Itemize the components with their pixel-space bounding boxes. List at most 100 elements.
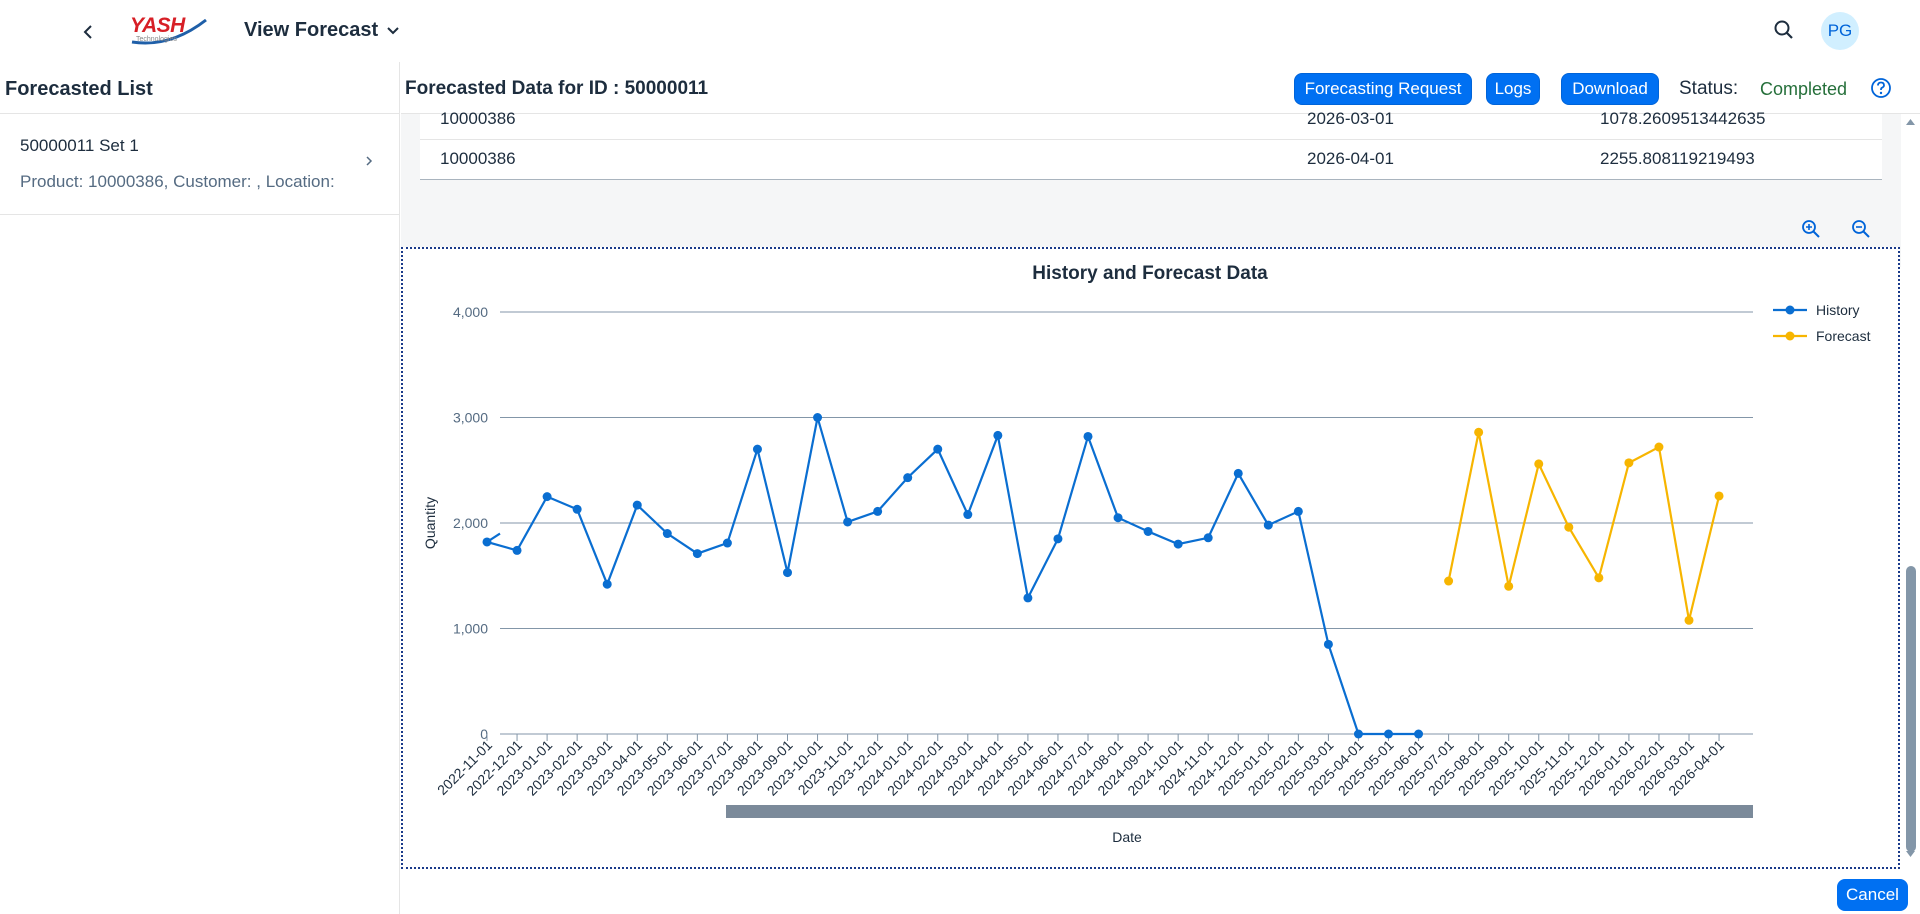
logo-wordmark: YASH bbox=[130, 14, 185, 37]
data-point bbox=[1263, 520, 1273, 530]
data-point bbox=[1023, 593, 1033, 603]
data-point bbox=[1173, 539, 1183, 549]
data-point bbox=[1714, 491, 1724, 501]
logs-button[interactable]: Logs bbox=[1486, 73, 1540, 105]
cell-value: 1078.2609513442635 bbox=[1600, 109, 1766, 128]
status-value: Completed bbox=[1760, 79, 1848, 99]
cell-product: 10000386 bbox=[440, 149, 516, 168]
data-point bbox=[843, 517, 853, 527]
back-button[interactable] bbox=[74, 18, 102, 46]
range-selector-bar bbox=[726, 805, 1753, 818]
data-point bbox=[1293, 506, 1303, 516]
series-line bbox=[1447, 432, 1721, 621]
detail-header: Forecasted Data for ID : 50000011 Foreca… bbox=[401, 62, 1920, 114]
vertical-scrollbar[interactable] bbox=[1901, 114, 1920, 869]
data-point bbox=[1654, 442, 1664, 452]
y-axis-label: Quantity bbox=[422, 497, 438, 549]
list-item-title: 50000011 Set 1 bbox=[20, 136, 139, 155]
data-point bbox=[482, 537, 492, 547]
table-row[interactable]: 10000386 2026-04-01 2255.808119219493 bbox=[420, 140, 1882, 180]
status-label: Status: bbox=[1679, 78, 1739, 99]
zoom-out-button[interactable] bbox=[1846, 214, 1876, 244]
chevron-down-icon bbox=[387, 26, 399, 34]
data-point bbox=[1233, 468, 1243, 478]
data-point bbox=[542, 492, 552, 502]
zoom-in-icon bbox=[1802, 220, 1820, 238]
help-icon[interactable] bbox=[1870, 77, 1892, 99]
y-tick-label: 4,000 bbox=[453, 304, 488, 320]
data-point bbox=[963, 510, 973, 520]
detail-title: Forecasted Data for ID : 50000011 bbox=[405, 78, 709, 99]
history-forecast-chart: History and Forecast Data 0 1,000 2,000 3,00… bbox=[422, 263, 1871, 845]
data-point bbox=[1684, 615, 1694, 625]
data-point bbox=[1113, 513, 1123, 523]
data-point bbox=[783, 568, 792, 578]
zoom-out-icon bbox=[1852, 220, 1870, 238]
data-point bbox=[1534, 459, 1544, 469]
scrollbar-thumb[interactable] bbox=[1906, 566, 1916, 852]
data-point bbox=[903, 473, 913, 483]
data-point bbox=[602, 579, 612, 589]
data-point bbox=[1594, 573, 1604, 583]
company-logo: YASH Technologies bbox=[130, 12, 210, 48]
y-tick-label: 2,000 bbox=[453, 515, 488, 531]
list-item[interactable]: 50000011 Set 1 Product: 10000386, Custom… bbox=[0, 114, 399, 215]
y-tick-label: 0 bbox=[480, 726, 488, 742]
data-point bbox=[1444, 576, 1454, 586]
legend-label: Forecast bbox=[1816, 328, 1871, 344]
zoom-in-button[interactable] bbox=[1796, 214, 1826, 244]
y-tick-label: 1,000 bbox=[453, 621, 488, 637]
x-axis-label: Date bbox=[1112, 829, 1142, 845]
app-title-menu[interactable]: View Forecast bbox=[244, 19, 400, 42]
data-point bbox=[993, 430, 1003, 440]
data-point bbox=[1564, 522, 1574, 532]
cell-product: 10000386 bbox=[440, 109, 516, 128]
y-tick-label: 3,000 bbox=[453, 410, 488, 426]
data-point bbox=[1504, 581, 1514, 591]
scroll-up-icon[interactable] bbox=[1905, 118, 1916, 126]
download-button[interactable]: Download bbox=[1561, 73, 1659, 105]
cell-date: 2026-04-01 bbox=[1307, 149, 1394, 168]
data-point bbox=[692, 549, 702, 559]
legend-label: History bbox=[1816, 302, 1860, 318]
data-point bbox=[572, 504, 582, 514]
right-pane: Forecasted Data for ID : 50000011 Foreca… bbox=[401, 62, 1920, 914]
data-point bbox=[1414, 729, 1424, 739]
legend-marker bbox=[1785, 331, 1795, 341]
data-point bbox=[1323, 639, 1333, 649]
forecasted-list-title: Forecasted List bbox=[0, 62, 399, 114]
series-line bbox=[484, 417, 1419, 736]
chart-container[interactable]: History and Forecast Data 0 1,000 2,000 3,00… bbox=[401, 247, 1900, 869]
user-avatar[interactable]: PG bbox=[1821, 12, 1859, 50]
table-row[interactable]: 10000386 2026-03-01 1078.2609513442635 bbox=[420, 109, 1882, 140]
cell-value: 2255.808119219493 bbox=[1600, 149, 1755, 168]
data-point bbox=[1143, 526, 1153, 536]
chart-title: History and Forecast Data bbox=[1032, 263, 1268, 284]
search-button[interactable] bbox=[1770, 16, 1798, 44]
data-point bbox=[752, 444, 762, 454]
search-icon bbox=[1774, 20, 1793, 39]
logo-subtext: Technologies bbox=[136, 36, 177, 43]
legend-marker bbox=[1785, 305, 1795, 315]
data-point bbox=[722, 538, 732, 548]
data-point bbox=[813, 413, 823, 422]
data-point bbox=[662, 529, 672, 539]
data-point bbox=[1353, 729, 1363, 739]
data-point bbox=[512, 545, 522, 555]
list-item-subtitle: Product: 10000386, Customer: , Location: bbox=[20, 172, 335, 191]
data-point bbox=[933, 444, 943, 454]
scroll-down-icon[interactable] bbox=[1905, 850, 1916, 858]
forecast-table-area: 10000386 2026-03-01 1078.2609513442635 1… bbox=[401, 109, 1901, 267]
forecast-table: 10000386 2026-03-01 1078.2609513442635 1… bbox=[420, 109, 1882, 180]
data-point bbox=[1474, 427, 1484, 437]
data-point bbox=[1203, 533, 1213, 543]
data-point bbox=[632, 500, 642, 510]
data-point bbox=[873, 506, 883, 516]
left-pane: Forecasted List 50000011 Set 1 Product: … bbox=[0, 62, 400, 914]
data-point bbox=[1083, 431, 1093, 441]
forecasting-request-button[interactable]: Forecasting Request bbox=[1294, 73, 1472, 105]
cancel-button[interactable]: Cancel bbox=[1837, 879, 1908, 911]
chevron-right-icon bbox=[366, 156, 373, 166]
cell-date: 2026-03-01 bbox=[1307, 109, 1394, 128]
data-point bbox=[1053, 534, 1063, 544]
